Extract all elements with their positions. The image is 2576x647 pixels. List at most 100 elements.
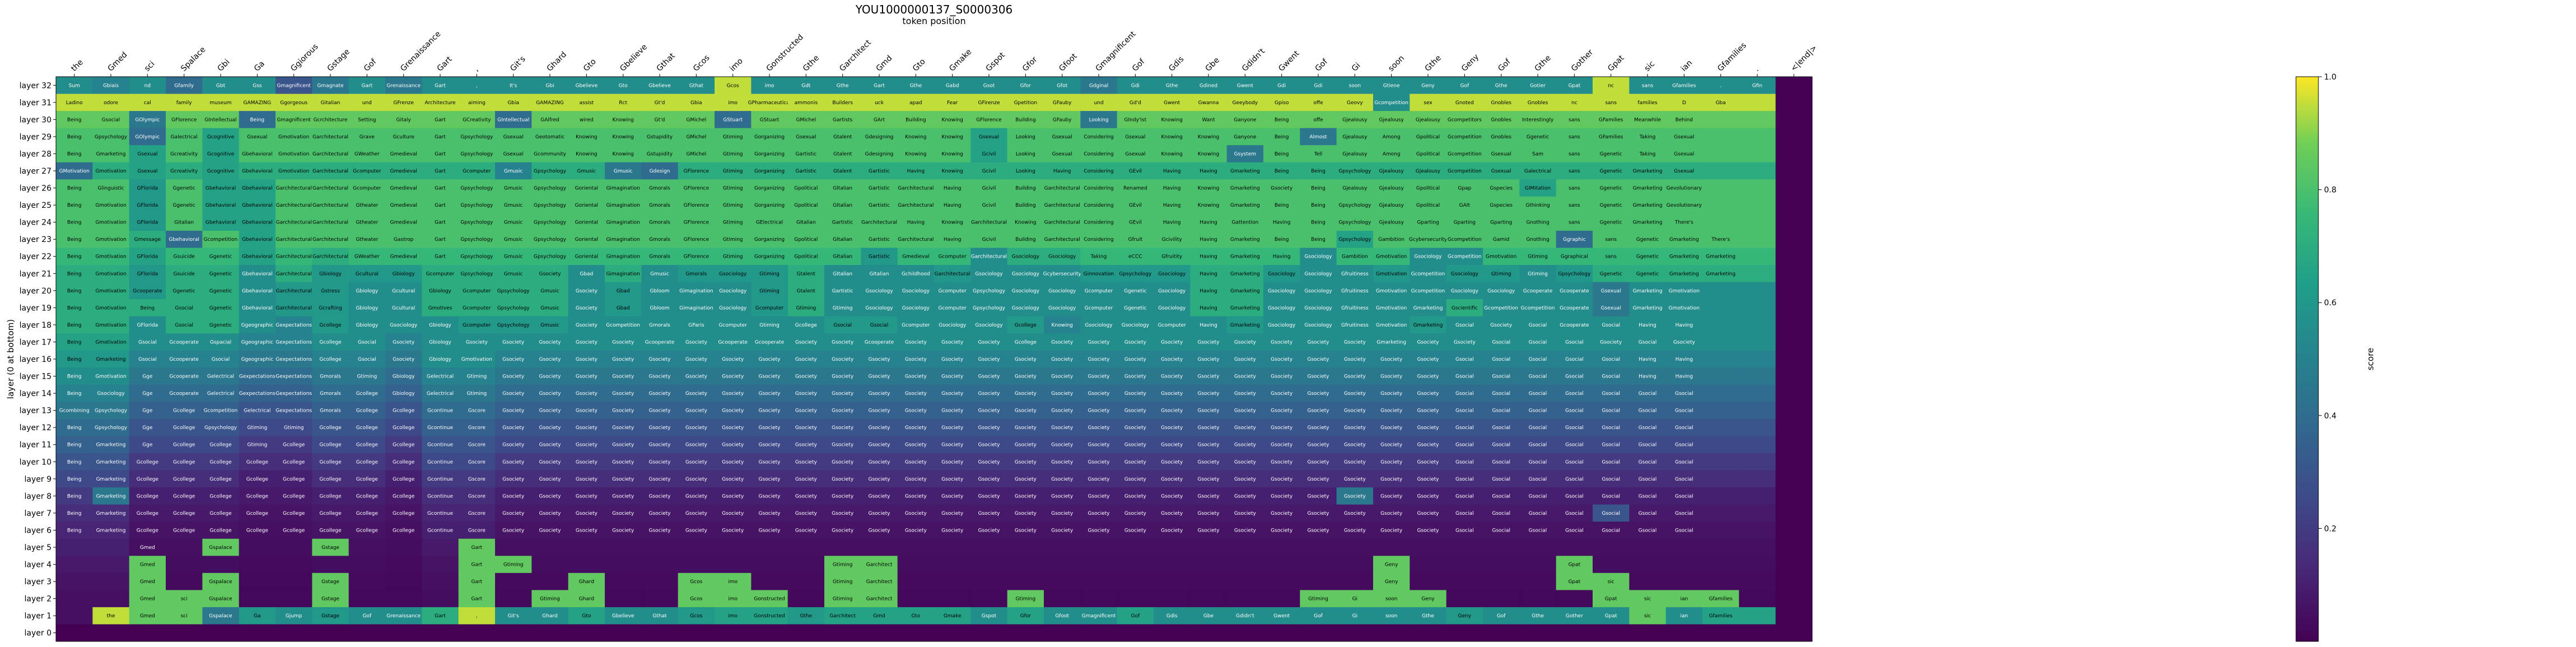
cell-label: Being <box>67 374 82 380</box>
cell-label: Gjealousy <box>1379 186 1404 192</box>
heatmap-cell <box>715 299 752 317</box>
heatmap-cell <box>495 299 532 317</box>
cell-label: GEvil <box>1129 169 1142 174</box>
cell-label: Gcollege <box>173 494 195 499</box>
heatmap-cell <box>1483 196 1520 214</box>
heatmap-cell <box>495 111 532 129</box>
cell-label: Ggenetic <box>1124 305 1146 311</box>
cell-label: Gsociety <box>648 477 671 482</box>
cell-label: Gsociety <box>612 391 634 397</box>
cell-label: Gmarketing <box>1230 305 1260 311</box>
cell-label: Having <box>1639 323 1656 328</box>
heatmap-cell <box>715 265 752 283</box>
heatmap-cell <box>1154 299 1191 317</box>
heatmap-cell <box>129 128 166 146</box>
heatmap-cell <box>1519 162 1557 180</box>
cell-label: Goriental <box>575 220 598 226</box>
cell-label: Sum <box>69 83 80 89</box>
cell-label: Gsociology <box>1012 305 1040 311</box>
cell-label: Gmarketing <box>1230 186 1260 192</box>
heatmap-cell <box>458 179 496 197</box>
heatmap-cell <box>422 590 459 608</box>
cell-label: Gsociety <box>1417 391 1439 397</box>
cell-label: Gsociety <box>1344 391 1366 397</box>
heatmap-cell <box>1410 556 1447 574</box>
cell-label: Gsociety <box>576 425 598 431</box>
cell-label: Having <box>944 186 962 192</box>
heatmap-cell <box>1154 145 1191 163</box>
colorbar-tick-label: 0.4 <box>2324 412 2336 421</box>
heatmap-cell <box>1665 77 1703 95</box>
cell-label: GParis <box>688 323 704 328</box>
cell-label: Gspot <box>982 613 997 619</box>
cell-label: Gpsychology <box>460 271 493 277</box>
cell-label: Gcreativity <box>170 151 198 157</box>
cell-label: Being <box>67 528 82 533</box>
cell-label: Gscore <box>468 511 486 516</box>
heatmap-cell <box>1117 230 1154 248</box>
cell-label: Gsociology <box>1451 288 1479 294</box>
heatmap-cell <box>568 299 605 317</box>
heatmap-cell <box>1519 196 1557 214</box>
cell-label: Gmarketing <box>1633 288 1663 294</box>
heatmap-cell <box>1483 128 1520 146</box>
x-tick-label: Gthe <box>801 54 821 73</box>
heatmap-cell <box>202 299 240 317</box>
cell-label: Gtiming <box>1308 597 1328 602</box>
heatmap-cell <box>1483 145 1520 163</box>
heatmap-cell <box>458 77 496 95</box>
heatmap-cell <box>129 248 166 266</box>
cell-label: Gsocial <box>1639 477 1657 482</box>
heatmap-cell <box>1446 162 1483 180</box>
heatmap-cell <box>1300 248 1337 266</box>
heatmap-cell <box>1154 538 1191 556</box>
cell-label: Gnoted <box>1455 100 1474 106</box>
heatmap-cell <box>1739 179 1776 197</box>
heatmap-cell <box>1775 470 1813 488</box>
cell-label: sic <box>1644 613 1651 619</box>
cell-label: Gimagination <box>606 220 640 226</box>
cell-label: Having <box>1163 169 1181 174</box>
cell-label: Gmotivation <box>95 169 126 174</box>
heatmap-cell <box>568 624 605 642</box>
x-tick-label: Gdidn't <box>1240 46 1267 73</box>
cell-label: GFlorida <box>137 323 158 328</box>
heatmap-cell <box>1154 162 1191 180</box>
cell-label: Gjealousy <box>1416 169 1441 174</box>
cell-label: Being <box>1275 203 1289 208</box>
cell-label: Gsocial <box>1565 408 1584 414</box>
heatmap-cell <box>1080 624 1118 642</box>
cell-label: Gbehavioral <box>242 271 273 277</box>
heatmap-cell <box>1007 111 1044 129</box>
heatmap-cell <box>715 230 752 248</box>
cell-label: Considering <box>1084 151 1114 157</box>
cell-label: Gcollege <box>319 459 342 465</box>
cell-label: Knowing <box>1198 134 1219 140</box>
cell-label: Ggenetic <box>1599 186 1622 192</box>
heatmap-cell <box>1702 333 1739 351</box>
heatmap-cell <box>348 128 386 146</box>
cell-label: Gtiming <box>284 425 304 431</box>
cell-label: Gsocial <box>1602 511 1620 516</box>
heatmap-cell <box>1593 230 1630 248</box>
cell-label: Gbiology <box>393 391 415 397</box>
cell-label: Gcomputer <box>353 169 381 174</box>
cell-label: Gexpectations <box>276 374 312 380</box>
cell-label: Gevolutionary <box>1667 186 1702 192</box>
cell-label: Gcomputer <box>755 305 784 311</box>
cell-label: Gjealousy <box>1379 203 1404 208</box>
cell-label: Gfruitiness <box>1341 288 1369 294</box>
heatmap-cell <box>531 265 569 283</box>
heatmap-cell <box>824 179 861 197</box>
cell-label: Gsociety <box>1271 511 1293 516</box>
cell-label: Garchitectural <box>971 220 1007 226</box>
cell-label: Gmarketing <box>96 528 126 533</box>
heatmap-cell <box>202 196 240 214</box>
cell-label: Gsociety <box>576 357 598 362</box>
heatmap-cell <box>1154 556 1191 574</box>
cell-label: Gcompetition <box>1448 151 1482 157</box>
cell-label: Gsociety <box>393 357 415 362</box>
heatmap-cell <box>92 94 130 111</box>
heatmap-cell <box>715 128 752 146</box>
